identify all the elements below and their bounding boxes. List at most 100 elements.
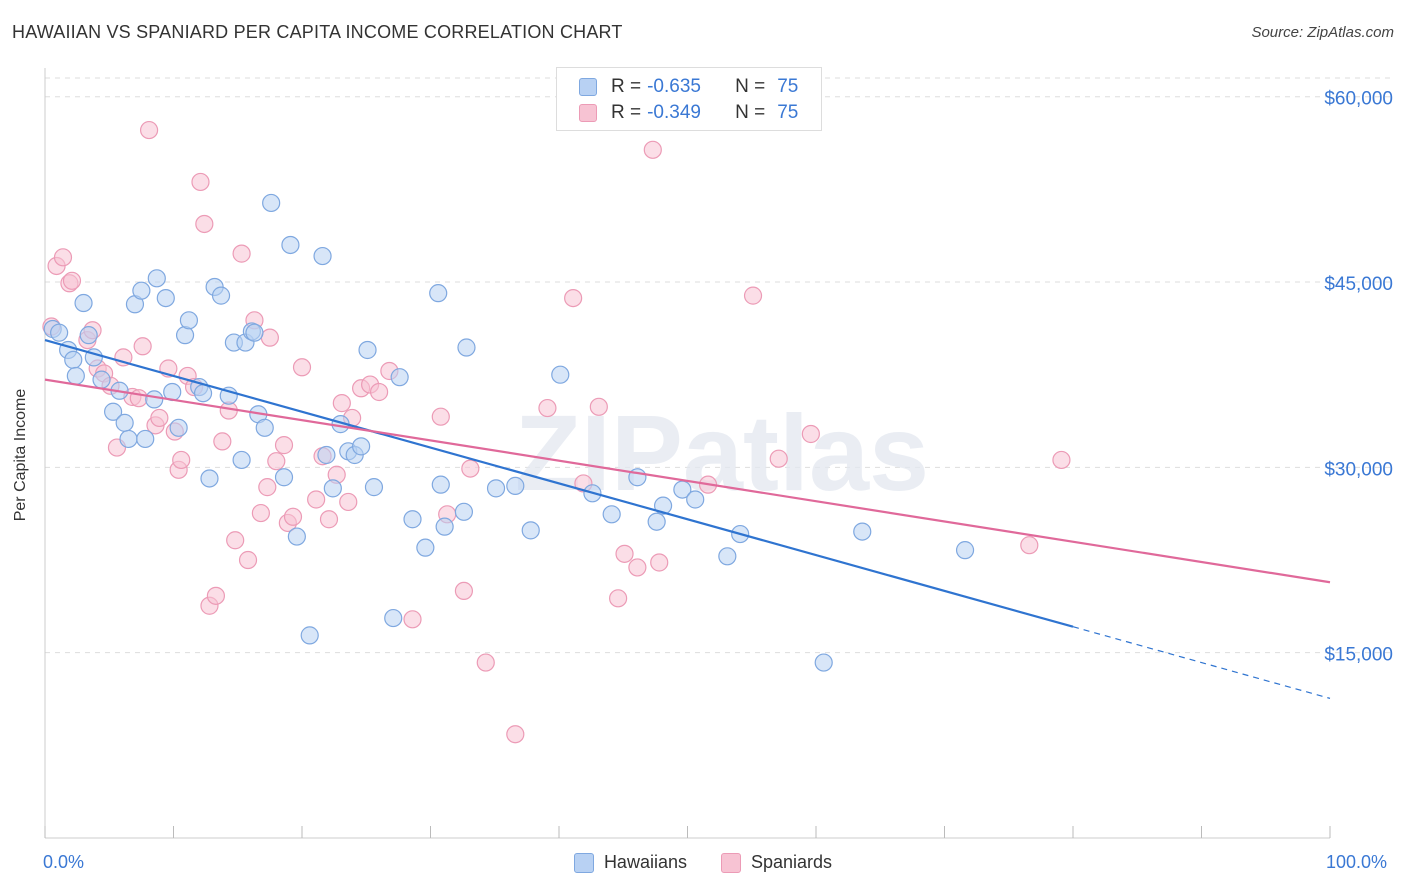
y-tick-label: $15,000 (1324, 645, 1393, 666)
data-point (352, 437, 371, 456)
data-point (211, 286, 231, 305)
data-point (226, 531, 245, 550)
data-point (260, 328, 279, 347)
data-point (251, 503, 270, 523)
data-point (115, 413, 134, 432)
spaniards-swatch (579, 104, 597, 122)
data-point (66, 366, 85, 386)
data-point (281, 235, 300, 255)
r-value: -0.635 (647, 76, 701, 97)
data-point (255, 418, 274, 437)
legend-item-hawaiians[interactable]: Hawaiians (573, 852, 687, 873)
data-point (602, 505, 621, 524)
data-point (853, 522, 872, 541)
data-point (370, 382, 389, 402)
data-point (150, 408, 169, 428)
hawaiians-trend-extension (1072, 626, 1331, 699)
legend-label-hawaiians: Hawaiians (603, 852, 687, 872)
data-point (416, 538, 435, 557)
spaniards-trend-line (44, 378, 1331, 584)
data-point (457, 338, 476, 357)
data-point (653, 496, 673, 515)
y-tick-label: $30,000 (1324, 459, 1393, 480)
data-point (147, 269, 166, 288)
data-point (686, 490, 705, 509)
y-tick-label: $60,000 (1324, 89, 1393, 110)
data-point (403, 610, 422, 629)
hawaiians-trend-line (44, 339, 1074, 628)
data-point (429, 284, 448, 303)
series-legend: Hawaiians Spaniards (0, 852, 1406, 873)
data-point (317, 445, 336, 465)
data-point (323, 479, 342, 498)
data-point (769, 449, 788, 468)
data-point (332, 394, 351, 413)
data-point (319, 510, 339, 529)
chart-title: HAWAIIAN VS SPANIARD PER CAPITA INCOME C… (12, 22, 623, 42)
data-point (718, 547, 737, 566)
data-point (262, 193, 281, 213)
data-point (506, 725, 525, 744)
data-point (454, 581, 474, 601)
r-label: R = (611, 76, 642, 97)
data-point (743, 286, 763, 305)
data-point (1020, 536, 1039, 555)
data-point (300, 626, 319, 645)
data-point (476, 653, 495, 672)
data-point (403, 510, 422, 529)
x-tick-min: 0.0% (43, 852, 85, 872)
data-point (175, 326, 195, 345)
legend-row-hawaiians: R = -0.635 N = 75 (579, 74, 798, 100)
data-point (307, 490, 326, 509)
data-point (283, 507, 303, 526)
data-point (213, 432, 232, 451)
data-point (50, 323, 69, 342)
y-tick-label: $45,000 (1324, 274, 1393, 295)
data-point (267, 452, 286, 471)
data-point (647, 512, 666, 531)
data-point (139, 120, 159, 140)
data-point (179, 311, 199, 330)
data-point (232, 450, 251, 470)
data-point (232, 244, 251, 263)
data-point (313, 246, 332, 266)
legend-item-spaniards[interactable]: Spaniards (720, 852, 833, 873)
data-point (191, 172, 210, 192)
data-point (615, 544, 634, 563)
data-point (145, 390, 164, 409)
data-point (129, 389, 148, 408)
data-point (435, 517, 454, 536)
data-point (245, 323, 264, 342)
data-point (521, 521, 540, 540)
r-value: -0.349 (647, 102, 701, 123)
data-point (133, 337, 152, 356)
data-point (64, 350, 83, 369)
data-point (206, 586, 226, 605)
data-point (136, 429, 155, 449)
data-point (195, 214, 214, 234)
n-value: 75 (777, 102, 799, 123)
data-point (339, 492, 358, 512)
data-point (156, 288, 175, 308)
hawaiians-swatch (573, 852, 594, 873)
source-label: Source: ZipAtlas.com (1251, 24, 1394, 41)
x-tick-max: 100.0% (1326, 852, 1388, 872)
data-point (589, 397, 608, 416)
legend-label-spaniards: Spaniards (750, 852, 833, 872)
data-point (238, 550, 258, 570)
data-point (486, 479, 506, 498)
data-point (538, 398, 557, 418)
data-point (358, 340, 377, 360)
data-point (506, 476, 525, 495)
correlation-legend: R = -0.635 N = 75 R = -0.349 N = 75 (556, 67, 822, 131)
data-point (390, 368, 409, 387)
n-label: N = (735, 102, 766, 123)
data-point (454, 502, 474, 521)
y-axis-label: Per Capita Income (12, 388, 29, 522)
data-point (274, 436, 294, 455)
y-tick-labels: $15,000 $30,000 $45,000 $60,000 (1324, 89, 1393, 666)
axes (44, 68, 1331, 839)
data-point (431, 475, 450, 494)
data-point (274, 468, 294, 487)
